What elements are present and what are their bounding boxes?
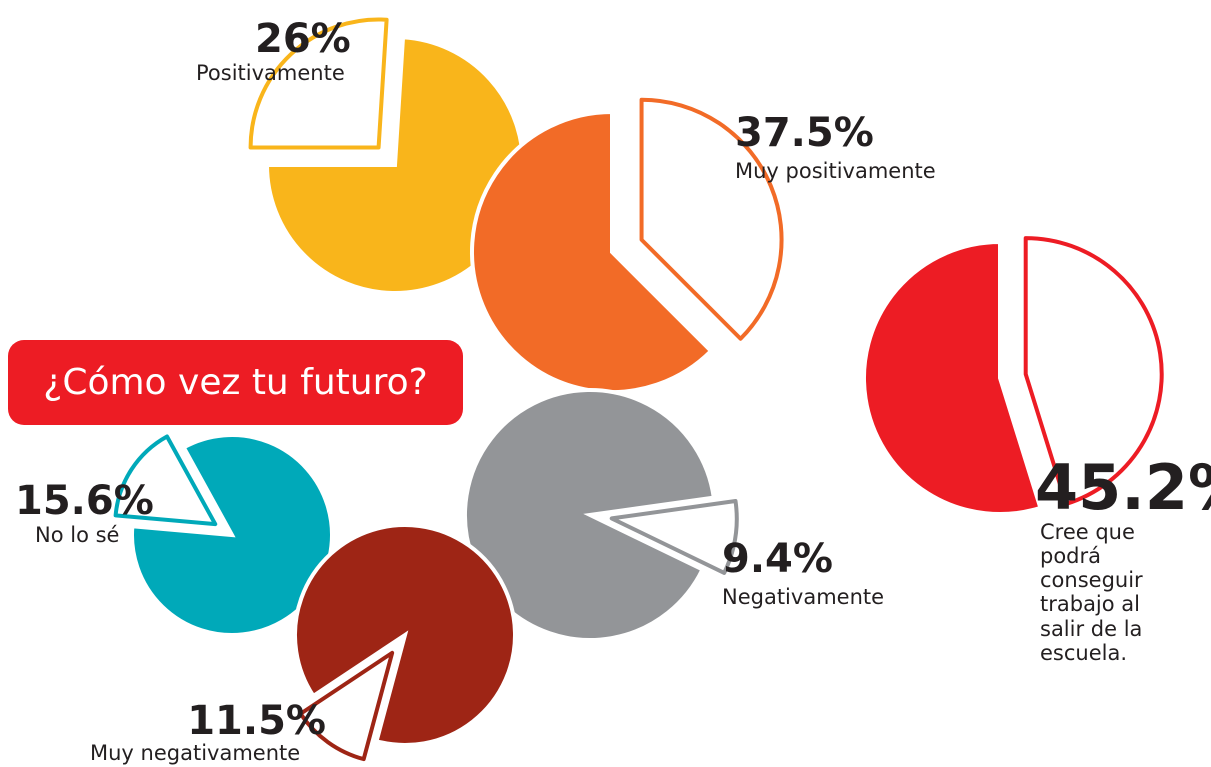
pie-slice [1023, 236, 1164, 506]
pie-slice [298, 650, 395, 762]
category-label: Positivamente [196, 61, 345, 85]
pie-body [293, 523, 517, 747]
pie-slice [113, 434, 218, 527]
value-label: 45.2% [1035, 451, 1211, 524]
value-label: 9.4% [722, 536, 833, 582]
value-label: 37.5% [735, 110, 874, 156]
value-label: 11.5% [187, 698, 326, 744]
value-label: 15.6% [15, 478, 154, 524]
pie-slice [248, 17, 389, 150]
pie-body [463, 388, 717, 642]
chart-title: ¿Cómo vez tu futuro? [43, 362, 428, 403]
pie-body [862, 239, 1043, 516]
title-box: ¿Cómo vez tu futuro? [8, 340, 463, 425]
category-label: Muy positivamente [735, 159, 936, 183]
category-label: Muy negativamente [90, 741, 301, 765]
value-label: 26% [255, 16, 351, 62]
category-label: No lo sé [35, 523, 120, 547]
category-label: Cree que podrá conseguir trabajo al sali… [1040, 520, 1143, 665]
category-label: Negativamente [722, 585, 885, 609]
pie-body [470, 109, 714, 394]
pie-slice [609, 499, 739, 575]
pie-slice [639, 97, 784, 341]
